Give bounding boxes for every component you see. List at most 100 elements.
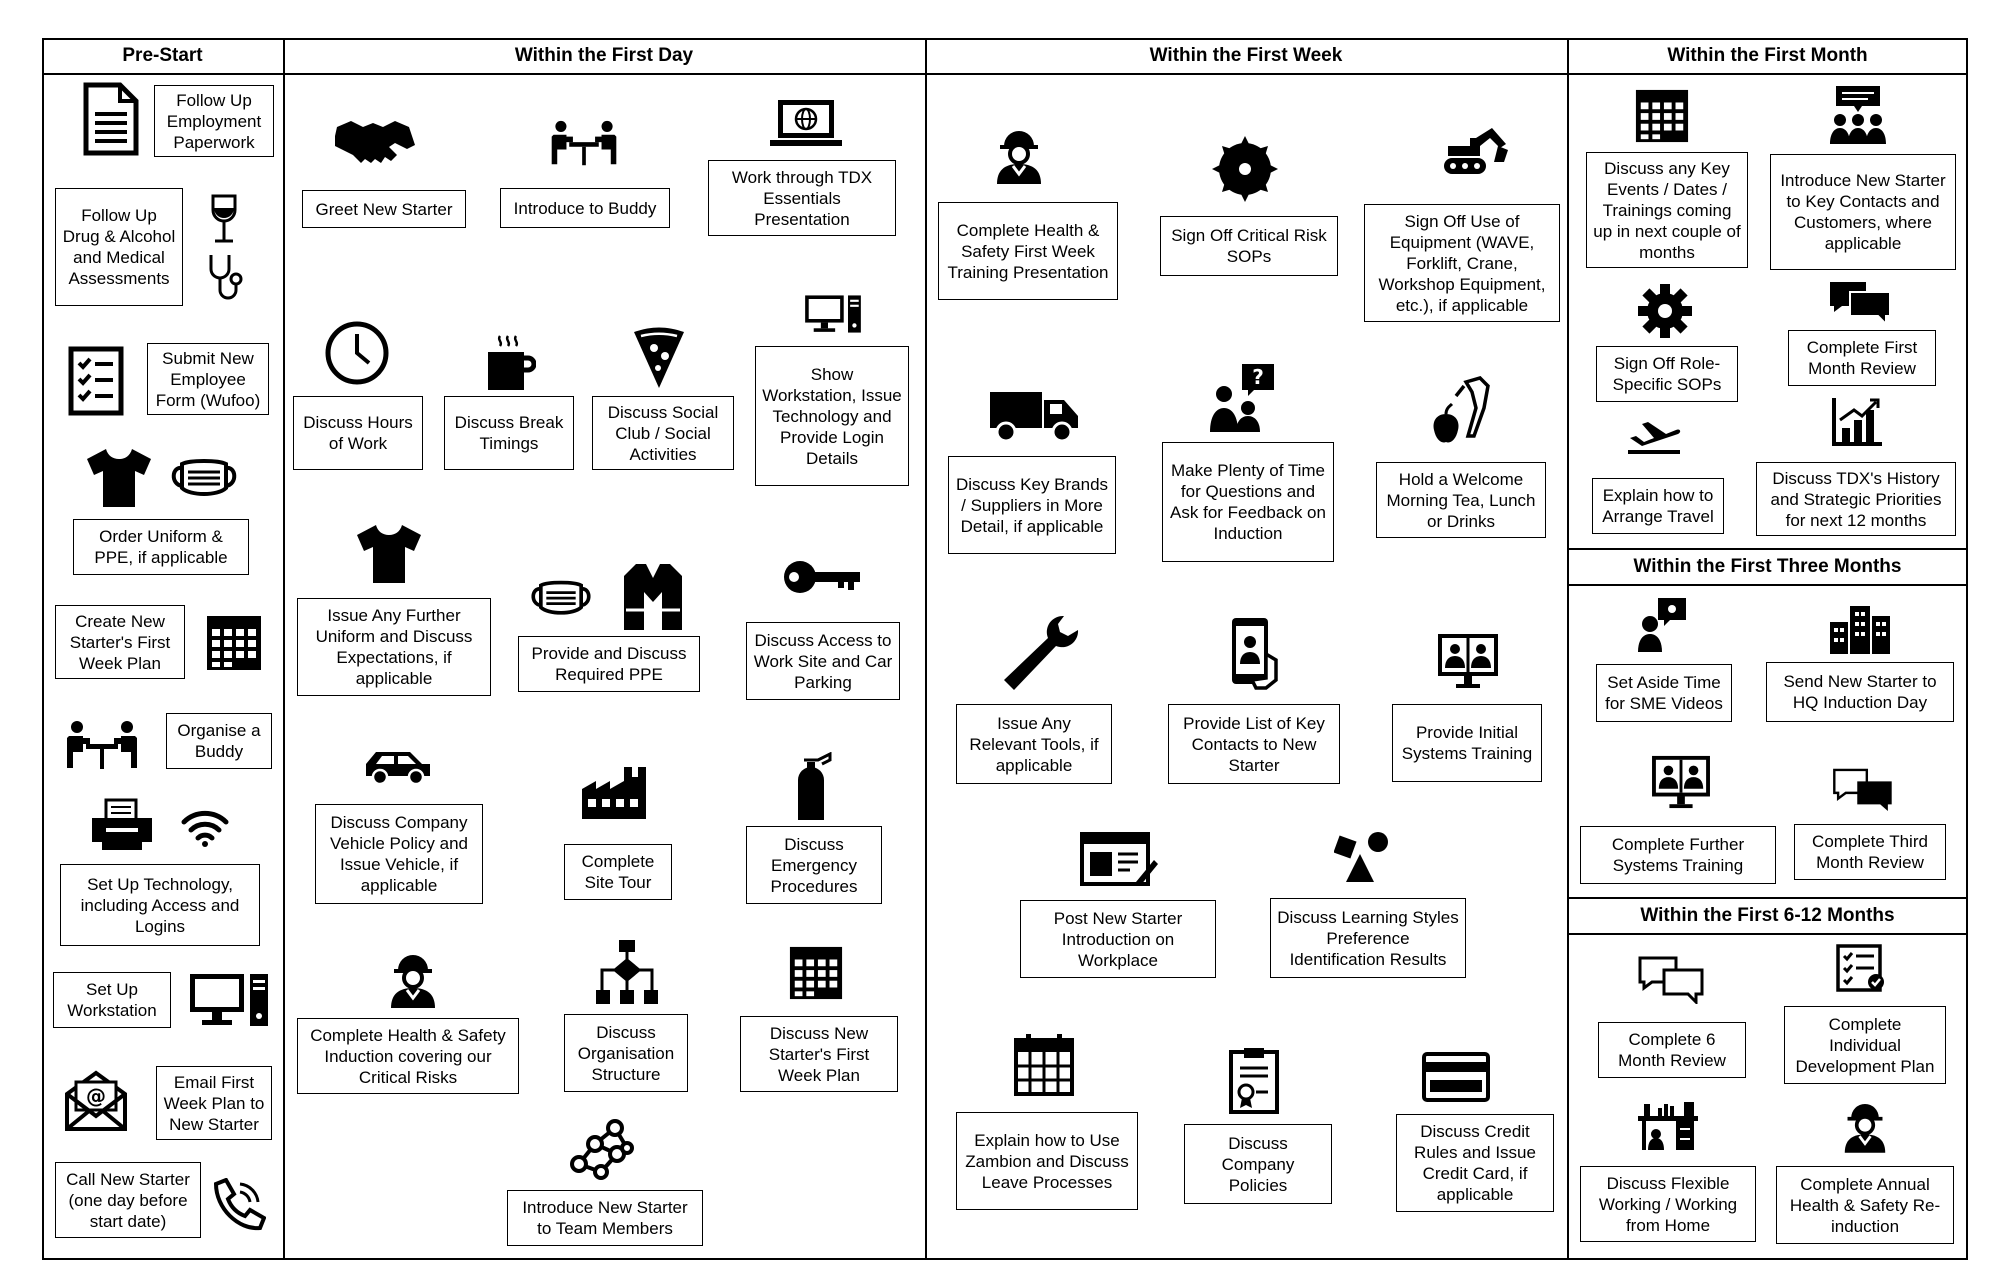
introduce-buddy-box: Introduce to Buddy: [500, 188, 670, 228]
header-first-day: Within the First Day: [514, 45, 694, 66]
calendar-icon: [788, 945, 844, 1001]
key-icon: [782, 556, 862, 598]
introduce-key-contacts-box: Introduce New Starter to Key Contacts an…: [1770, 154, 1956, 270]
desktop-computer-icon: [188, 972, 270, 1028]
hard-hat-worker-icon: [388, 950, 438, 1010]
calendar-icon: [1634, 88, 1690, 144]
employee-form-box: Submit New Employee Form (Wufoo): [147, 343, 269, 415]
header-divider: [42, 73, 1968, 75]
emergency-procedures-box: Discuss Emergency Procedures: [746, 826, 882, 904]
workstation-setup-box: Set Up Workstation: [53, 972, 171, 1028]
header-first-three-months: Within the First Three Months: [1633, 556, 1902, 577]
gear-icon: [1638, 284, 1692, 338]
desktop-computer-icon: [800, 294, 866, 334]
first-month-review-box: Complete First Month Review: [1788, 330, 1936, 386]
factory-icon: [580, 765, 648, 821]
paperwork-box: Follow Up Employment Paperwork: [154, 85, 274, 157]
hq-induction-box: Send New Starter to HQ Induction Day: [1766, 662, 1954, 722]
week-plan-box: Create New Starter's First Week Plan: [55, 605, 185, 679]
column-divider: [1567, 38, 1569, 1260]
buildings-icon: [1828, 604, 1892, 654]
presentation-group-icon: [1828, 84, 1888, 146]
excavator-icon: [1440, 124, 1512, 178]
calendar-icon: [1014, 1034, 1074, 1096]
company-vehicle-box: Discuss Company Vehicle Policy and Issue…: [315, 804, 483, 904]
tea-pot-apple-icon: [1430, 376, 1492, 446]
show-workstation-box: Show Workstation, Issue Technology and P…: [755, 346, 909, 486]
discuss-week-plan-box: Discuss New Starter's First Week Plan: [740, 1016, 898, 1092]
video-conference-icon: [1650, 754, 1712, 810]
home-desk-icon: [1636, 1100, 1700, 1152]
site-tour-box: Complete Site Tour: [564, 844, 672, 900]
learning-styles-box: Discuss Learning Styles Preference Ident…: [1270, 898, 1466, 978]
stethoscope-icon: [206, 252, 246, 304]
clock-icon: [324, 320, 390, 386]
credit-card-rules-box: Discuss Credit Rules and Issue Credit Ca…: [1396, 1114, 1554, 1212]
sme-videos-box: Set Aside Time for SME Videos: [1596, 664, 1732, 722]
key-brands-box: Discuss Key Brands / Suppliers in More D…: [948, 456, 1116, 554]
arrange-travel-box: Explain how to Arrange Travel: [1592, 478, 1724, 534]
checklist-icon: [68, 346, 124, 416]
person-speech-icon: [1638, 596, 1688, 654]
organisation-structure-box: Discuss Organisation Structure: [564, 1014, 688, 1092]
social-club-box: Discuss Social Club / Social Activities: [592, 396, 734, 470]
document-icon: [82, 82, 140, 156]
third-month-review-box: Complete Third Month Review: [1794, 824, 1946, 880]
key-events-box: Discuss any Key Events / Dates / Trainin…: [1586, 152, 1748, 268]
hard-hat-worker-icon: [1842, 1098, 1888, 1156]
post-workplace-box: Post New Starter Introduction on Workpla…: [1020, 900, 1216, 978]
wrench-icon: [1000, 614, 1080, 694]
phone-icon: [208, 1178, 266, 1234]
meeting-table-icon: [64, 720, 140, 772]
questions-feedback-box: Make Plenty of Time for Questions and As…: [1162, 442, 1334, 562]
call-new-starter-box: Call New Starter (one day before start d…: [55, 1162, 201, 1238]
airplane-icon: [1626, 420, 1682, 456]
organise-buddy-box: Organise a Buddy: [166, 713, 272, 769]
wifi-icon: [180, 808, 230, 848]
printer-icon: [90, 798, 154, 852]
face-mask-icon: [168, 456, 240, 504]
tshirt-icon: [354, 522, 424, 586]
header-first-week: Within the First Week: [1149, 45, 1343, 66]
issue-tools-box: Issue Any Relevant Tools, if applicable: [956, 704, 1112, 784]
site-access-box: Discuss Access to Work Site and Car Park…: [746, 622, 900, 700]
car-icon: [362, 746, 434, 786]
chat-bubbles-icon: [1828, 280, 1892, 326]
issue-uniform-box: Issue Any Further Uniform and Discuss Ex…: [297, 598, 491, 696]
email-week-plan-box: Email First Week Plan to New Starter: [156, 1066, 272, 1140]
critical-risk-sops-box: Sign Off Critical Risk SOPs: [1160, 216, 1338, 276]
column-divider: [283, 38, 285, 1260]
hard-hat-worker-icon: [994, 124, 1044, 188]
greet-new-starter-box: Greet New Starter: [302, 190, 466, 228]
saw-blade-icon: [1212, 136, 1278, 202]
laptop-globe-icon: [768, 98, 844, 148]
zambion-leave-box: Explain how to Use Zambion and Discuss L…: [956, 1112, 1138, 1210]
video-conference-icon: [1436, 632, 1500, 690]
initial-systems-box: Provide Initial Systems Training: [1392, 704, 1542, 782]
company-policies-box: Discuss Company Policies: [1184, 1124, 1332, 1204]
section-divider: [1567, 897, 1968, 899]
pizza-slice-icon: [632, 326, 686, 390]
section-divider: [1567, 933, 1968, 935]
growth-chart-icon: [1830, 396, 1884, 448]
safety-vest-icon: [622, 562, 684, 632]
drug-assessment-box: Follow Up Drug & Alcohol and Medical Ass…: [55, 188, 183, 306]
hs-first-week-training-box: Complete Health & Safety First Week Trai…: [938, 202, 1118, 300]
further-systems-training-box: Complete Further Systems Training: [1580, 826, 1776, 884]
role-specific-sops-box: Sign Off Role-Specific SOPs: [1596, 346, 1738, 402]
tdx-history-box: Discuss TDX's History and Strategic Prio…: [1756, 462, 1956, 536]
coffee-cup-icon: [486, 334, 536, 392]
development-plan-box: Complete Individual Development Plan: [1784, 1006, 1946, 1084]
column-divider: [925, 38, 927, 1260]
technology-setup-box: Set Up Technology, including Access and …: [60, 864, 260, 946]
chat-bubbles-outline-icon: [1832, 768, 1894, 812]
svg-text:?: ?: [1252, 365, 1264, 389]
org-chart-icon: [594, 938, 660, 1008]
chat-bubbles-outline-icon: [1638, 956, 1704, 1004]
break-timings-box: Discuss Break Timings: [444, 396, 574, 470]
header-first-6-12-months: Within the First 6-12 Months: [1640, 905, 1895, 926]
meeting-table-icon: [548, 120, 620, 168]
health-safety-induction-box: Complete Health & Safety Induction cover…: [297, 1018, 519, 1094]
welcome-tea-box: Hold a Welcome Morning Tea, Lunch or Dri…: [1376, 462, 1546, 538]
annual-reinduction-box: Complete Annual Health & Safety Re-induc…: [1776, 1166, 1954, 1244]
